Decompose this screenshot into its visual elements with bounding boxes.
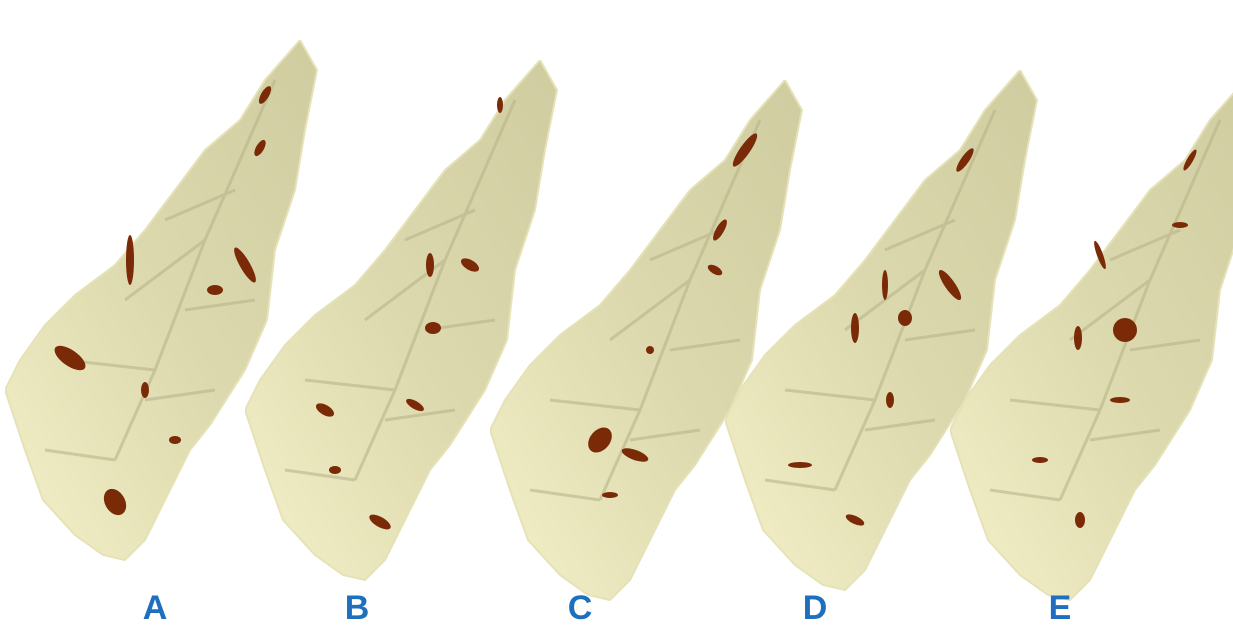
patches [54,86,272,516]
panel-label: D [803,589,828,627]
map-panel [5,40,317,560]
map-panel [490,80,802,600]
panel-label: C [568,589,593,627]
map-panel [950,80,1233,600]
patches [588,133,758,498]
map-panel [725,70,1037,590]
patches [315,97,503,530]
map-panel [245,60,557,580]
patches [788,148,974,526]
panel-label: A [143,589,168,627]
panel-label: E [1049,589,1072,627]
patches [1032,149,1197,528]
panel-label: B [345,589,370,627]
